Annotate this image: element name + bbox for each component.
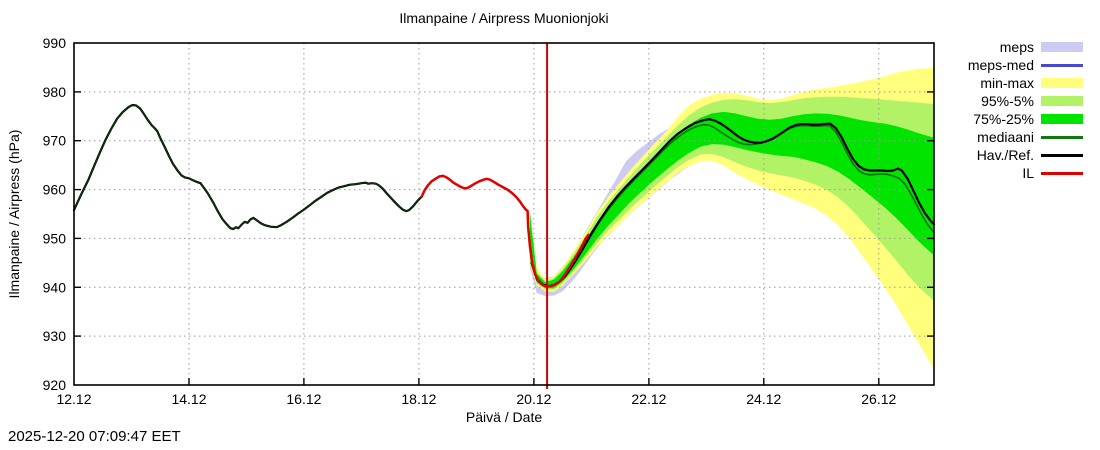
- y-tick-label: 920: [43, 377, 67, 393]
- y-tick-label: 950: [43, 230, 67, 246]
- series-il: [420, 174, 590, 288]
- legend-label: min-max: [980, 75, 1034, 91]
- min-max-band-swatch: [1041, 78, 1083, 88]
- plot-border: [73, 42, 935, 386]
- il-line-swatch: [1041, 171, 1083, 175]
- legend-label: IL: [1022, 165, 1034, 181]
- havref-line-swatch: [1041, 153, 1083, 157]
- x-tick-label: 26.12: [861, 391, 896, 407]
- series-havref-forecast: [535, 118, 936, 288]
- legend-label: mediaani: [977, 129, 1034, 145]
- legend-label: Hav./Ref.: [976, 147, 1034, 163]
- y-tick-label: 970: [43, 133, 67, 149]
- legend-item-il: IL: [938, 164, 1083, 182]
- chart-title: Ilmanpaine / Airpress Muonionjoki: [399, 10, 609, 26]
- 75-25-band-swatch: [1041, 114, 1083, 124]
- legend-item-meps: meps: [938, 38, 1083, 56]
- y-tick-label: 960: [43, 182, 67, 198]
- legend-item-95-5: 95%-5%: [938, 92, 1083, 110]
- meps-med-line-swatch: [1041, 63, 1083, 67]
- legend-item-havref: Hav./Ref.: [938, 146, 1083, 164]
- x-tick-label: 18.12: [401, 391, 436, 407]
- x-tick-label: 24.12: [746, 391, 781, 407]
- y-tick-label: 930: [43, 328, 67, 344]
- x-tick-label: 14.12: [171, 391, 206, 407]
- y-tick-label: 980: [43, 84, 67, 100]
- legend-label: meps: [999, 39, 1034, 55]
- legend-item-mediaani: mediaani: [938, 128, 1083, 146]
- band-75%-25%: [529, 111, 934, 289]
- x-tick-label: 22.12: [631, 391, 666, 407]
- x-axis-label: Päivä / Date: [465, 409, 543, 425]
- series-havref-observed: [72, 103, 423, 231]
- x-tick-label: 16.12: [286, 391, 321, 407]
- legend-item-meps-med: meps-med: [938, 56, 1083, 74]
- x-tick-label: 20.12: [516, 391, 551, 407]
- 95-5-band-swatch: [1041, 96, 1083, 106]
- legend: meps meps-med min-max 95%-5% 75%-25% med…: [938, 38, 1083, 182]
- mediaani-line-swatch: [1041, 135, 1083, 139]
- y-tick-label: 990: [43, 35, 67, 51]
- legend-label: 75%-25%: [973, 111, 1034, 127]
- generated-timestamp: 2025-12-20 07:09:47 EET: [8, 428, 181, 445]
- legend-item-min-max: min-max: [938, 74, 1083, 92]
- y-tick-label: 940: [43, 279, 67, 295]
- meps-band-swatch: [1041, 42, 1083, 52]
- x-tick-label: 12.12: [56, 391, 91, 407]
- y-axis-label: Ilmanpaine / Airpress (hPa): [6, 129, 22, 299]
- series-observed-median-overlay: [73, 104, 423, 230]
- legend-label: meps-med: [967, 57, 1034, 73]
- legend-item-75-25: 75%-25%: [938, 110, 1083, 128]
- legend-label: 95%-5%: [981, 93, 1034, 109]
